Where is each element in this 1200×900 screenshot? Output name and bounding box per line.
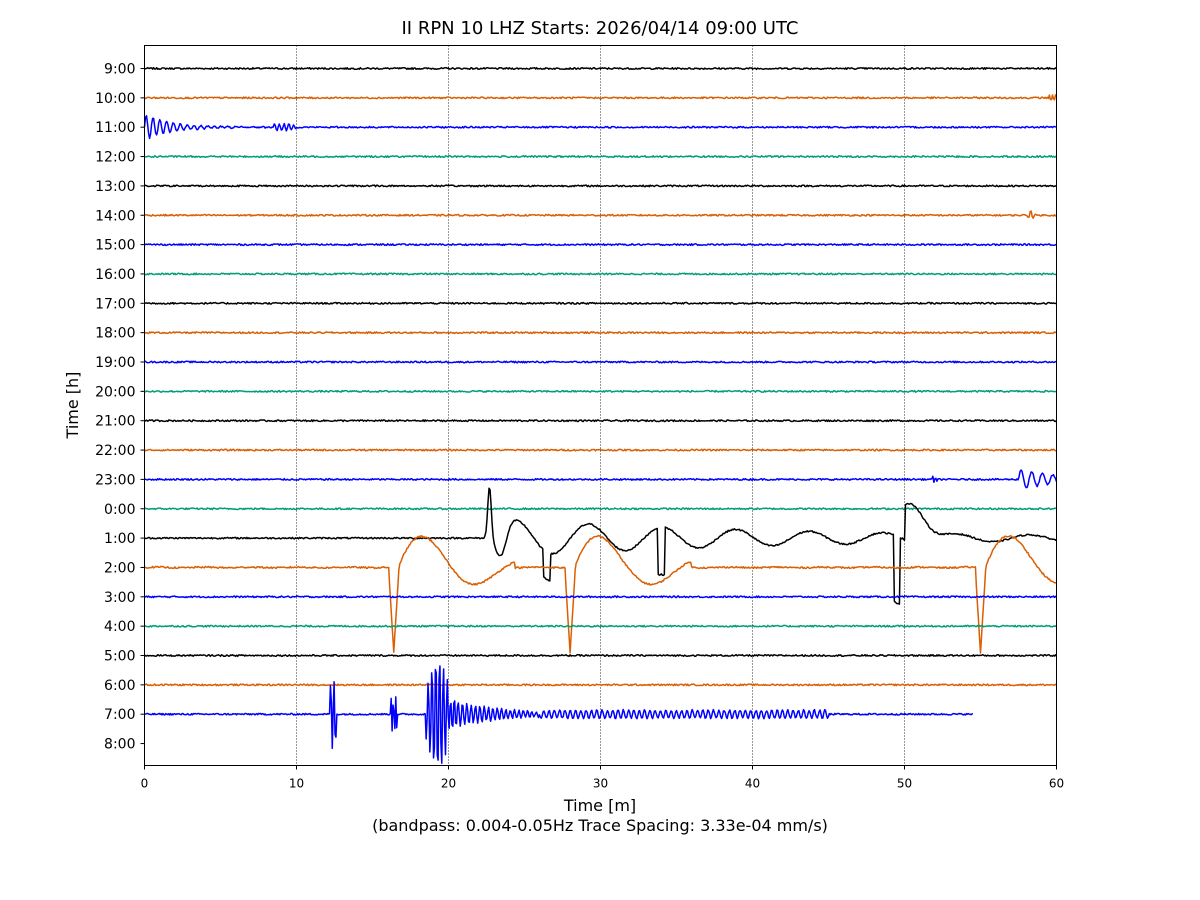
row-label: 12:00 xyxy=(95,150,135,166)
trace-22:00 xyxy=(143,448,1057,452)
row-label: 15:00 xyxy=(95,238,135,254)
x-tick-label: 60 xyxy=(1049,777,1064,791)
trace-1:00 xyxy=(144,487,1057,605)
trace-23:00 xyxy=(144,469,1058,489)
trace-11:00 xyxy=(143,115,1057,140)
row-label: 9:00 xyxy=(104,62,135,78)
row-label: 11:00 xyxy=(95,120,135,136)
trace-2:00 xyxy=(144,534,1057,654)
trace-19:00 xyxy=(144,360,1057,364)
row-label: 7:00 xyxy=(104,707,135,723)
row-label: 5:00 xyxy=(104,649,135,665)
row-label: 1:00 xyxy=(104,531,135,547)
x-axis-label: Time [m] xyxy=(563,796,636,815)
trace-5:00 xyxy=(143,653,1058,658)
trace-13:00 xyxy=(144,184,1057,188)
row-label: 8:00 xyxy=(104,737,135,753)
trace-9:00 xyxy=(144,66,1057,71)
y-axis-label: Time [h] xyxy=(63,372,82,440)
trace-18:00 xyxy=(144,331,1058,335)
chart-title: II RPN 10 LHZ Starts: 2026/04/14 09:00 U… xyxy=(401,18,798,39)
row-label: 3:00 xyxy=(104,590,135,606)
row-label: 22:00 xyxy=(95,443,135,459)
row-label: 19:00 xyxy=(95,355,135,371)
row-label: 6:00 xyxy=(104,678,135,694)
row-label: 4:00 xyxy=(104,619,135,635)
x-tick-label: 40 xyxy=(745,777,760,791)
row-label: 16:00 xyxy=(95,267,135,283)
x-tick-label: 0 xyxy=(141,777,149,791)
row-label: 17:00 xyxy=(95,296,135,312)
row-label: 13:00 xyxy=(95,179,135,195)
row-label: 10:00 xyxy=(95,91,135,107)
row-label: 20:00 xyxy=(95,384,135,400)
trace-7:00 xyxy=(144,665,974,765)
trace-21:00 xyxy=(144,419,1057,423)
trace-20:00 xyxy=(144,389,1057,393)
trace-17:00 xyxy=(144,301,1057,305)
vertical-gridlines xyxy=(296,45,905,766)
traces xyxy=(143,66,1058,765)
row-label: 21:00 xyxy=(95,414,135,430)
trace-0:00 xyxy=(144,507,1057,511)
trace-12:00 xyxy=(144,155,1058,159)
trace-4:00 xyxy=(144,624,1058,628)
chart-footnote: (bandpass: 0.004-0.05Hz Trace Spacing: 3… xyxy=(372,816,828,835)
trace-16:00 xyxy=(144,272,1057,276)
trace-10:00 xyxy=(144,94,1058,101)
trace-6:00 xyxy=(144,683,1057,687)
row-label: 14:00 xyxy=(95,208,135,224)
x-tick-label: 10 xyxy=(289,777,304,791)
x-tick-label: 20 xyxy=(441,777,456,791)
row-label: 18:00 xyxy=(95,326,135,342)
trace-3:00 xyxy=(144,595,1058,599)
x-axis-ticks: 0 10 20 30 40 50 60 xyxy=(141,765,1064,791)
row-label: 0:00 xyxy=(104,502,135,518)
row-label: 23:00 xyxy=(95,472,135,488)
x-tick-label: 30 xyxy=(593,777,608,791)
trace-15:00 xyxy=(144,243,1057,247)
row-time-labels: 9:00 10:00 11:00 12:00 13:00 14:00 15:00 16:00 1… xyxy=(95,62,145,753)
row-label: 2:00 xyxy=(104,560,135,576)
x-tick-label: 50 xyxy=(897,777,912,791)
trace-14:00 xyxy=(144,210,1057,219)
